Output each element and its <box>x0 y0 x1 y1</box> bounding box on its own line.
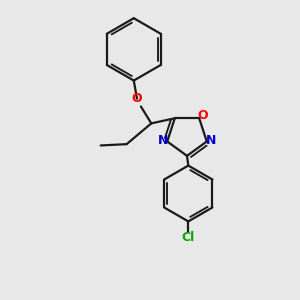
Text: N: N <box>158 134 168 147</box>
Text: Cl: Cl <box>182 231 195 244</box>
Text: O: O <box>198 109 208 122</box>
Text: N: N <box>206 134 217 147</box>
Text: O: O <box>132 92 142 105</box>
